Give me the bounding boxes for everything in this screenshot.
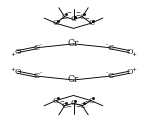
Text: C: C	[88, 19, 94, 27]
Text: −: −	[75, 12, 80, 17]
Text: −: −	[84, 16, 89, 21]
Text: +: +	[11, 67, 16, 72]
Text: +: +	[11, 52, 16, 57]
Text: −: −	[59, 16, 64, 21]
Text: C: C	[53, 19, 59, 27]
Text: C: C	[34, 44, 40, 52]
Text: -: -	[106, 70, 108, 75]
Text: C: C	[79, 102, 85, 110]
Text: −: −	[75, 101, 80, 106]
Text: -: -	[39, 70, 41, 75]
Text: −: −	[67, 9, 72, 14]
Text: O: O	[126, 68, 133, 76]
Text: C: C	[107, 44, 113, 52]
Text: O: O	[14, 48, 21, 56]
Text: C: C	[88, 97, 94, 105]
Text: C: C	[70, 99, 77, 107]
Text: −: −	[75, 104, 80, 108]
Text: C: C	[107, 72, 113, 80]
Text: C: C	[53, 97, 59, 105]
Text: −: −	[59, 98, 64, 103]
Text: −: −	[67, 104, 72, 108]
Text: O: O	[126, 48, 133, 56]
Text: +: +	[131, 52, 136, 57]
Text: O: O	[14, 68, 21, 76]
Text: Cr: Cr	[68, 75, 79, 84]
Text: +: +	[131, 67, 136, 72]
Text: C: C	[34, 72, 40, 80]
Text: Cr: Cr	[68, 39, 79, 48]
Text: −: −	[75, 9, 80, 14]
Text: C: C	[62, 102, 68, 110]
Text: C: C	[79, 13, 85, 21]
Text: C: C	[70, 15, 77, 23]
Text: C: C	[62, 13, 68, 21]
Text: -: -	[39, 42, 41, 47]
Text: -: -	[106, 42, 108, 47]
Text: −: −	[84, 98, 89, 103]
